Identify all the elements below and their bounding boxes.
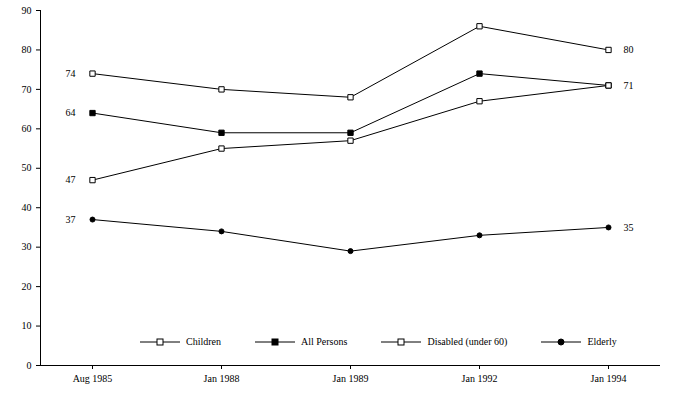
svg-text:50: 50 (22, 162, 32, 173)
svg-text:Aug 1985: Aug 1985 (73, 373, 113, 384)
html-text:All Persons: All Persons (301, 336, 348, 347)
svg-text:37: 37 (66, 214, 76, 225)
svg-text:35: 35 (624, 222, 634, 233)
svg-text:Jan 1989: Jan 1989 (333, 373, 369, 384)
svg-text:80: 80 (624, 44, 634, 55)
svg-text:80: 80 (22, 44, 32, 55)
svg-text:Jan 1992: Jan 1992 (462, 373, 498, 384)
svg-text:Jan 1988: Jan 1988 (204, 373, 240, 384)
svg-text:47: 47 (66, 174, 76, 185)
svg-text:20: 20 (22, 281, 32, 292)
svg-text:90: 90 (22, 5, 32, 16)
html-text:Disabled (under 60): Disabled (under 60) (427, 336, 508, 347)
svg-text:10: 10 (22, 320, 32, 331)
html-text:Children: Children (186, 336, 221, 347)
svg-text:30: 30 (22, 241, 32, 252)
html-text:Elderly: Elderly (587, 336, 617, 347)
svg-text:74: 74 (66, 68, 76, 79)
svg-text:71: 71 (624, 80, 634, 91)
svg-text:0: 0 (27, 360, 32, 371)
svg-text:64: 64 (66, 107, 76, 118)
svg-text:40: 40 (22, 202, 32, 213)
svg-text:Jan 1994: Jan 1994 (591, 373, 627, 384)
svg-text:70: 70 (22, 84, 32, 95)
svg-text:60: 60 (22, 123, 32, 134)
